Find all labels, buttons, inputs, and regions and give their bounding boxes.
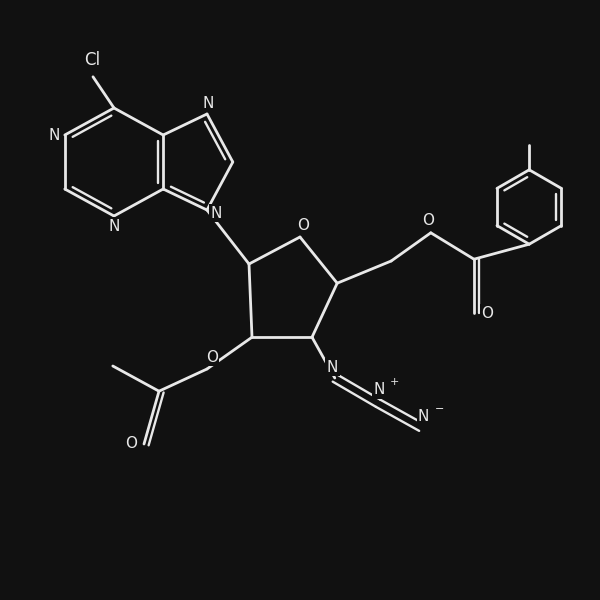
Text: N: N — [203, 95, 214, 110]
Text: O: O — [297, 217, 309, 232]
Text: N: N — [418, 409, 429, 424]
Text: N: N — [109, 218, 119, 233]
Text: N: N — [211, 205, 221, 220]
Text: +: + — [390, 377, 400, 387]
Text: N: N — [327, 359, 338, 374]
Text: N: N — [374, 383, 385, 397]
Text: O: O — [422, 213, 434, 228]
Text: O: O — [206, 349, 218, 364]
Text: −: − — [434, 404, 444, 414]
Text: Cl: Cl — [84, 51, 100, 69]
Text: O: O — [481, 305, 493, 320]
Text: O: O — [125, 437, 137, 451]
Text: N: N — [49, 127, 59, 142]
